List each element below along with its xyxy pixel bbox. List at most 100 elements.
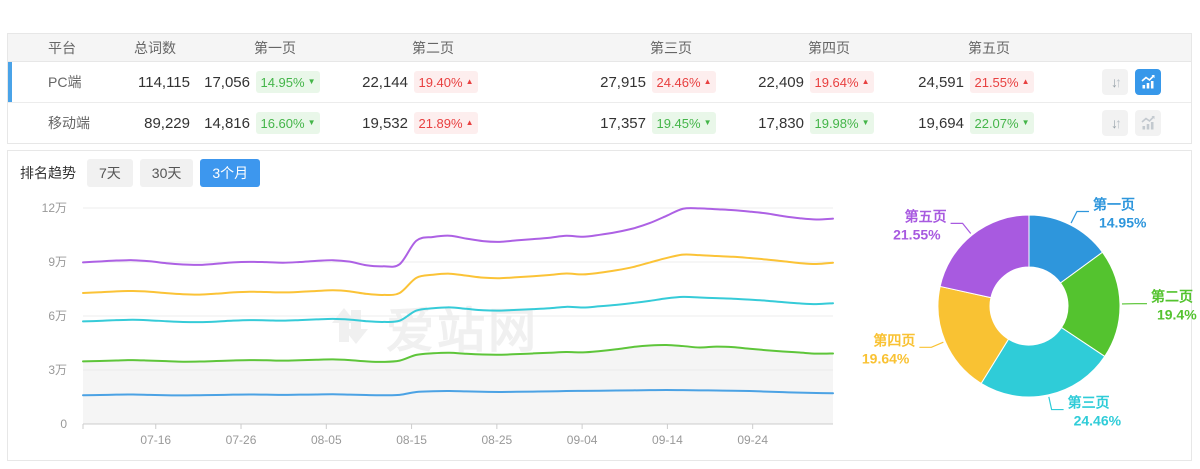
trend-arrow-icon: ▼ — [307, 77, 316, 86]
col-header-page2: 第二页 — [412, 39, 454, 56]
svg-text:3万: 3万 — [48, 363, 67, 377]
change-badge: 22.07% ▼ — [970, 112, 1034, 134]
trend-arrow-icon: ▲ — [861, 77, 870, 86]
page-keyword-count: 22,144 — [362, 73, 408, 91]
table-row-mobile[interactable]: 移动端 89,229 14,816 16.60% ▼ 19,532 21.89% ▲… — [8, 102, 1191, 143]
rank-trend-panel: 排名趋势 7天 30天 3个月 爱站网 0 3万 6万 9万 12万 07-16 07-26… — [7, 150, 1197, 462]
sort-button[interactable]: ↓↑ — [1102, 110, 1128, 136]
page5-cell: 24,591 21.55% ▲ — [874, 71, 1034, 93]
page1-cell: 14,816 16.60% ▼ — [190, 112, 320, 134]
page-keyword-count: 22,409 — [758, 73, 804, 91]
svg-text:0: 0 — [60, 417, 67, 431]
change-badge: 19.98% ▼ — [810, 112, 874, 134]
page2-cell: 19,532 21.89% ▲ — [320, 112, 478, 134]
trend-arrow-icon: ▲ — [465, 77, 474, 86]
trend-arrow-icon: ▼ — [307, 118, 316, 127]
change-pct: 19.64% — [814, 74, 859, 90]
total-keywords: 114,115 — [138, 73, 190, 91]
svg-text:08-25: 08-25 — [481, 433, 512, 447]
page3-cell: 17,357 19.45% ▼ — [478, 112, 716, 134]
svg-text:第一页: 第一页 — [1093, 196, 1135, 212]
change-pct: 22.07% — [974, 115, 1019, 131]
change-pct: 19.40% — [418, 74, 463, 90]
platform-label: PC端 — [48, 74, 82, 90]
trend-arrow-icon: ▼ — [861, 118, 870, 127]
col-header-page3: 第三页 — [650, 39, 692, 56]
page3-cell: 27,915 24.46% ▲ — [478, 71, 716, 93]
page1-cell: 17,056 14.95% ▼ — [190, 71, 320, 93]
keyword-table: 平台 总词数 第一页 第二页 第三页 第四页 第五页 PC端 114,115 1… — [7, 33, 1192, 144]
page4-cell: 22,409 19.64% ▲ — [716, 71, 874, 93]
trend-arrow-icon: ▲ — [465, 118, 474, 127]
platform-label: 移动端 — [48, 115, 90, 131]
page-keyword-count: 14,816 — [204, 114, 250, 132]
svg-text:第五页: 第五页 — [905, 208, 947, 224]
sort-button[interactable]: ↓↑ — [1102, 69, 1128, 95]
tab-30-days[interactable]: 30天 — [139, 159, 194, 187]
page-keyword-count: 17,056 — [204, 73, 250, 91]
total-keywords: 89,229 — [144, 114, 190, 132]
change-badge: 14.95% ▼ — [256, 71, 320, 93]
sort-arrows-icon: ↓↑ — [1111, 74, 1122, 90]
page2-cell: 22,144 19.40% ▲ — [320, 71, 478, 93]
trend-arrow-icon: ▲ — [1021, 77, 1030, 86]
svg-text:07-16: 07-16 — [140, 433, 171, 447]
change-pct: 19.98% — [814, 115, 859, 131]
trend-chart-button[interactable] — [1135, 69, 1161, 95]
change-badge: 19.45% ▼ — [652, 112, 716, 134]
svg-text:14.95%: 14.95% — [1099, 214, 1147, 230]
table-header-row: 平台 总词数 第一页 第二页 第三页 第四页 第五页 — [8, 34, 1191, 62]
svg-text:08-05: 08-05 — [311, 433, 342, 447]
svg-text:第三页: 第三页 — [1068, 395, 1110, 411]
col-header-page4: 第四页 — [808, 39, 850, 56]
col-header-page1: 第一页 — [254, 39, 296, 56]
col-header-page5: 第五页 — [968, 39, 1010, 56]
page-keyword-count: 19,532 — [362, 114, 408, 132]
tab-7-days[interactable]: 7天 — [87, 159, 133, 187]
change-badge: 21.55% ▲ — [970, 71, 1034, 93]
col-header-total: 总词数 — [134, 39, 176, 56]
tab-3-months[interactable]: 3个月 — [200, 159, 261, 187]
svg-text:24.46%: 24.46% — [1074, 413, 1122, 429]
page5-cell: 19,694 22.07% ▼ — [874, 112, 1034, 134]
change-pct: 19.45% — [656, 115, 701, 131]
svg-text:第四页: 第四页 — [873, 332, 915, 348]
page-keyword-count: 24,591 — [918, 73, 964, 91]
svg-text:09-14: 09-14 — [652, 433, 683, 447]
svg-text:19.64%: 19.64% — [862, 350, 910, 366]
change-badge: 19.64% ▲ — [810, 71, 874, 93]
page-keyword-count: 17,357 — [600, 114, 646, 132]
row-actions: ↓↑ — [1102, 110, 1161, 136]
table-row-pc[interactable]: PC端 114,115 17,056 14.95% ▼ 22,144 19.40%… — [8, 62, 1191, 102]
sort-arrows-icon: ↓↑ — [1111, 115, 1122, 131]
svg-text:9万: 9万 — [48, 255, 67, 269]
change-badge: 16.60% ▼ — [256, 112, 320, 134]
svg-text:6万: 6万 — [48, 309, 67, 323]
svg-text:09-24: 09-24 — [737, 433, 768, 447]
svg-text:19.4%: 19.4% — [1157, 307, 1197, 323]
change-badge: 19.40% ▲ — [414, 71, 478, 93]
page-keyword-count: 19,694 — [918, 114, 964, 132]
trend-arrow-icon: ▲ — [703, 77, 712, 86]
change-badge: 24.46% ▲ — [652, 71, 716, 93]
change-pct: 14.95% — [260, 74, 305, 90]
change-pct: 24.46% — [656, 74, 701, 90]
page-keyword-count: 27,915 — [600, 73, 646, 91]
svg-text:07-26: 07-26 — [226, 433, 257, 447]
change-pct: 21.89% — [418, 115, 463, 131]
row-actions: ↓↑ — [1102, 69, 1161, 95]
svg-text:第二页: 第二页 — [1151, 289, 1193, 305]
svg-text:08-15: 08-15 — [396, 433, 427, 447]
trend-arrow-icon: ▼ — [1021, 118, 1030, 127]
line-chart-icon — [1141, 74, 1155, 89]
svg-text:09-04: 09-04 — [567, 433, 598, 447]
rank-trend-line-chart[interactable]: 0 3万 6万 9万 12万 07-16 07-26 08-05 08-15 08-25 09-04… — [8, 184, 858, 462]
change-pct: 16.60% — [260, 115, 305, 131]
change-pct: 21.55% — [974, 74, 1019, 90]
change-badge: 21.89% ▲ — [414, 112, 478, 134]
rank-distribution-donut-chart[interactable]: 第一页 14.95% 第二页 19.4% 第三页 24.46% 第四页 19.64% 第五页 21… — [851, 166, 1200, 456]
trend-toolbar: 排名趋势 7天 30天 3个月 — [20, 159, 261, 187]
trend-chart-button[interactable] — [1135, 110, 1161, 136]
svg-text:12万: 12万 — [42, 201, 67, 215]
